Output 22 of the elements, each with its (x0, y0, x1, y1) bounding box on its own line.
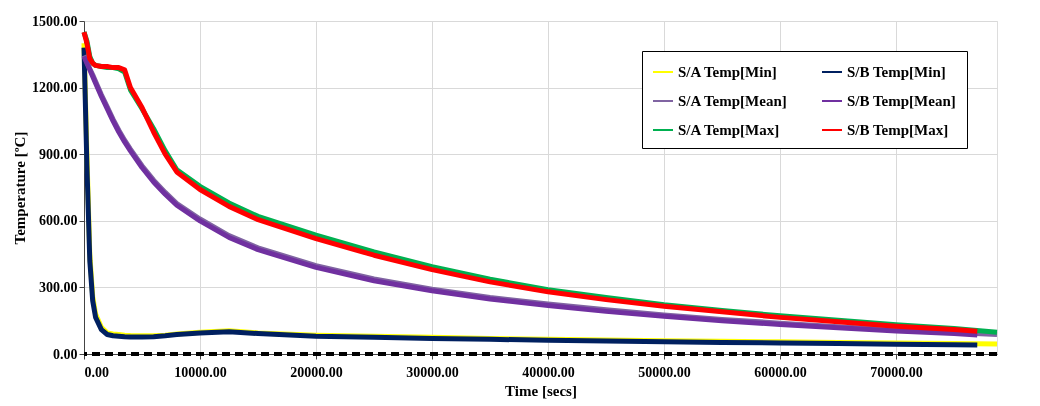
x-tick-label: 20000.00 (290, 364, 343, 380)
x-tick-label: 70000.00 (870, 364, 923, 380)
x-tick-label: 10000.00 (174, 364, 227, 380)
x-tick-label: 60000.00 (754, 364, 807, 380)
legend-label: S/A Temp[Min] (678, 64, 777, 80)
y-tick-label: 600.00 (39, 213, 78, 229)
x-tick-label: 40000.00 (522, 364, 575, 380)
legend-label: S/A Temp[Max] (678, 122, 780, 138)
x-axis-title: Time [secs] (505, 382, 577, 399)
y-tick-label: 300.00 (39, 279, 78, 295)
x-tick-label: 0.00 (84, 364, 109, 380)
x-tick-label: 30000.00 (406, 364, 459, 380)
y-axis-title: Temperature [ºC] (12, 131, 28, 245)
y-tick-label: 1200.00 (32, 80, 78, 96)
legend-label: S/B Temp[Mean] (847, 93, 956, 109)
y-tick-label: 900.00 (39, 146, 78, 162)
x-tick-label: 50000.00 (638, 364, 691, 380)
y-tick-label: 0.00 (53, 346, 78, 362)
legend-label: S/B Temp[Max] (847, 122, 949, 138)
y-tick-label: 1500.00 (32, 13, 78, 29)
legend-label: S/A Temp[Mean] (678, 93, 787, 109)
legend-label: S/B Temp[Min] (847, 64, 946, 80)
